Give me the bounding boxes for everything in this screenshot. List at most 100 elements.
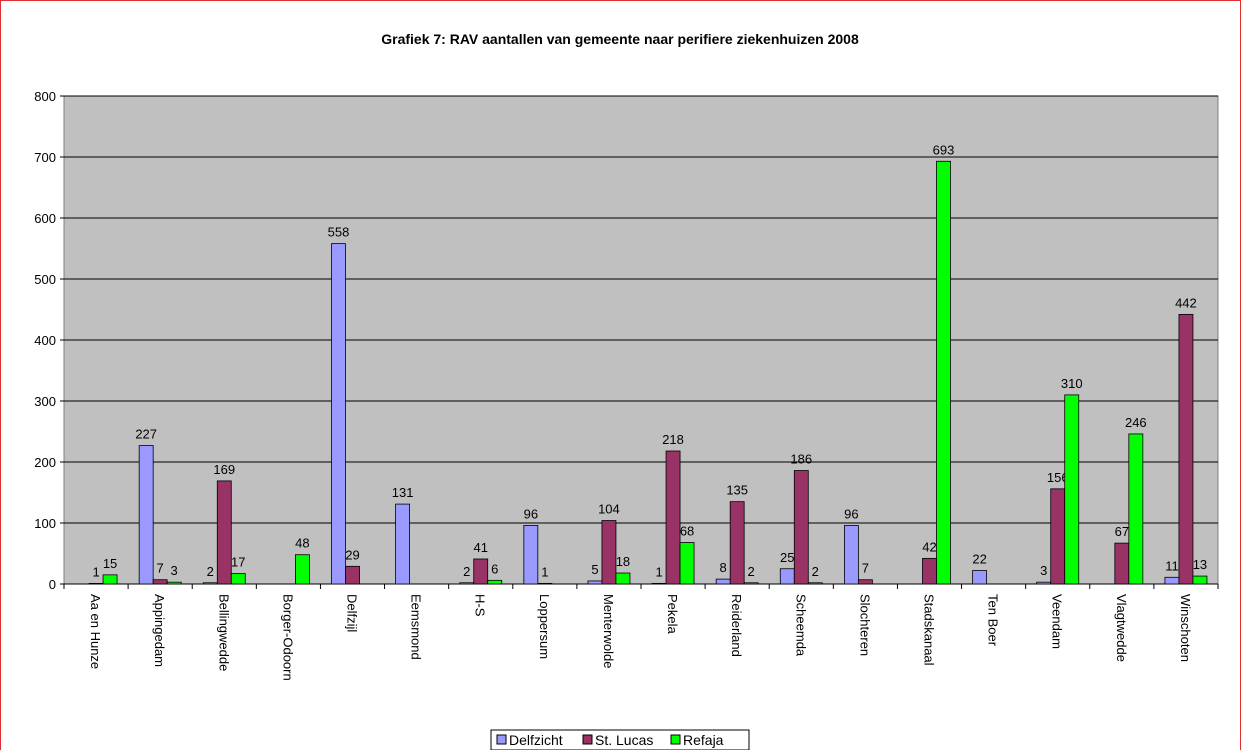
bar <box>152 579 168 585</box>
data-label: 186 <box>790 452 812 467</box>
x-tick-label: Bellingwedde <box>216 594 231 671</box>
data-label: 17 <box>231 555 245 570</box>
bar <box>331 243 346 585</box>
data-label: 18 <box>616 554 630 569</box>
x-tick-label: Delfzijl <box>345 594 360 632</box>
bar <box>651 582 667 585</box>
bar <box>807 582 823 585</box>
chart-title: Grafiek 7: RAV aantallen van gemeente na… <box>381 31 859 47</box>
bar <box>166 581 182 585</box>
bar <box>601 520 617 585</box>
bar <box>843 525 859 585</box>
data-label: 5 <box>591 562 598 577</box>
bar <box>537 582 553 585</box>
bar <box>779 568 795 585</box>
data-label: 29 <box>345 547 359 562</box>
data-label: 1 <box>92 564 99 579</box>
y-tick-label: 200 <box>34 455 56 470</box>
bar <box>1178 313 1194 585</box>
data-label: 15 <box>103 556 117 571</box>
bar <box>715 578 731 585</box>
bar <box>857 579 873 585</box>
data-label: 442 <box>1175 295 1197 310</box>
x-tick-label: Appingedam <box>152 594 167 667</box>
bar <box>1114 542 1130 585</box>
x-tick-label: Eemsmond <box>409 594 424 660</box>
bar <box>487 579 503 585</box>
data-label: 2 <box>207 564 214 579</box>
legend-swatch <box>670 734 681 745</box>
legend-label: Refaja <box>683 732 724 748</box>
x-tick-label: Loppersum <box>537 594 552 659</box>
data-label: 156 <box>1047 470 1069 485</box>
data-label: 1 <box>541 564 548 579</box>
legend-swatch <box>496 734 507 745</box>
y-tick-label: 600 <box>34 211 56 226</box>
data-label: 558 <box>328 225 350 240</box>
data-label: 96 <box>524 506 538 521</box>
data-label: 2 <box>812 564 819 579</box>
bar <box>729 501 745 585</box>
bar <box>972 570 988 585</box>
y-tick-label: 800 <box>34 89 56 104</box>
data-label: 7 <box>862 561 869 576</box>
bar <box>1036 581 1052 585</box>
bar <box>216 480 232 585</box>
data-label: 227 <box>135 427 157 442</box>
bar <box>202 582 218 585</box>
bar <box>587 580 603 585</box>
x-tick-label: Pekela <box>665 594 680 635</box>
y-tick-label: 400 <box>34 333 56 348</box>
legend-label: Delfzicht <box>509 732 563 748</box>
x-tick-label: Ten Boer <box>986 594 1001 647</box>
data-label: 42 <box>922 539 936 554</box>
bar <box>936 160 951 585</box>
x-tick-label: Stadskanaal <box>922 594 937 666</box>
data-label: 2 <box>748 564 755 579</box>
bar <box>615 572 631 585</box>
bar <box>88 582 104 585</box>
bar <box>230 573 246 585</box>
x-tick-label: Veendam <box>1050 594 1065 649</box>
data-label: 25 <box>780 550 794 565</box>
bar <box>793 470 809 585</box>
data-label: 67 <box>1115 524 1129 539</box>
data-label: 6 <box>491 561 498 576</box>
data-label: 2 <box>463 564 470 579</box>
bar <box>473 558 489 585</box>
y-tick-label: 0 <box>49 577 56 592</box>
y-tick-label: 500 <box>34 272 56 287</box>
legend-box <box>490 729 750 750</box>
bar <box>294 554 310 585</box>
bar <box>1050 488 1066 585</box>
data-label: 1 <box>655 564 662 579</box>
data-label: 218 <box>662 432 684 447</box>
bar <box>1164 576 1180 585</box>
data-label: 135 <box>726 483 748 498</box>
bar <box>395 503 411 585</box>
x-tick-label: Menterwolde <box>601 594 616 668</box>
bar <box>138 445 154 585</box>
x-tick-label: Slochteren <box>857 594 872 656</box>
data-label: 7 <box>157 561 164 576</box>
bar <box>102 574 118 585</box>
bar <box>743 582 759 585</box>
x-tick-label: Winschoten <box>1178 594 1193 662</box>
data-label: 246 <box>1125 415 1147 430</box>
data-label: 104 <box>598 502 620 517</box>
data-label: 13 <box>1193 557 1207 572</box>
bar <box>345 565 360 585</box>
data-label: 48 <box>295 536 309 551</box>
y-tick-label: 700 <box>34 150 56 165</box>
bar <box>679 542 695 585</box>
data-label: 693 <box>933 142 955 157</box>
data-label: 3 <box>1040 563 1047 578</box>
data-label: 41 <box>473 540 487 555</box>
legend-swatch <box>582 734 593 745</box>
y-tick-label: 100 <box>34 516 56 531</box>
data-label: 22 <box>972 552 986 567</box>
bar <box>1192 575 1208 585</box>
x-tick-label: Vlagtwedde <box>1114 594 1129 662</box>
data-label: 169 <box>213 462 235 477</box>
